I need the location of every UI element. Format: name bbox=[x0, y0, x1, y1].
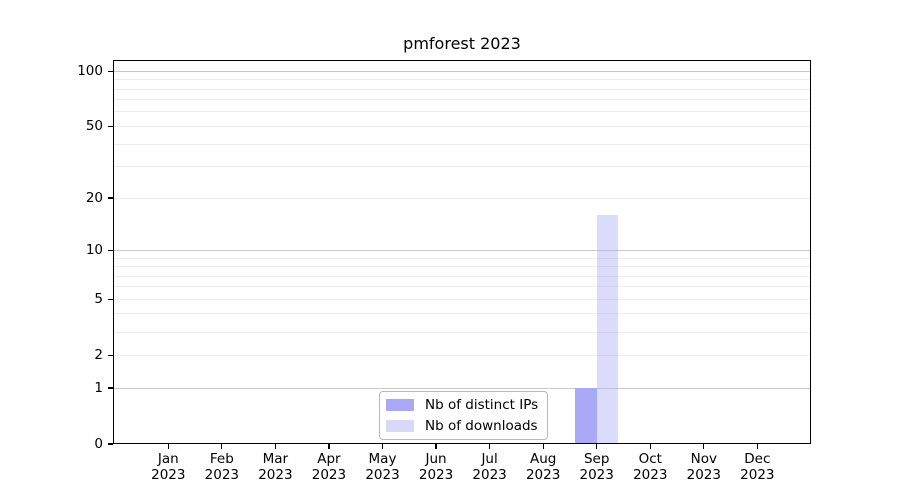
x-axis-tick-label: Jan 2023 bbox=[151, 451, 186, 483]
x-axis-tick-label: May 2023 bbox=[365, 451, 400, 483]
y-axis-tick-label: 100 bbox=[77, 63, 103, 80]
minor-gridline bbox=[113, 99, 811, 101]
minor-gridline bbox=[113, 331, 811, 333]
x-axis-tick-label: Apr 2023 bbox=[311, 451, 347, 483]
x-axis-tick bbox=[703, 444, 705, 449]
minor-gridline bbox=[113, 88, 811, 90]
x-axis-tick bbox=[381, 444, 384, 449]
legend-swatch-distinct-ips bbox=[386, 398, 414, 411]
minor-gridline bbox=[113, 257, 811, 259]
legend-entry: Nb of downloads bbox=[386, 417, 538, 434]
minor-gridline bbox=[113, 79, 811, 81]
y-axis-tick-label: 5 bbox=[94, 291, 103, 308]
y-axis-tick-label: 20 bbox=[85, 190, 103, 207]
x-axis-tick-label: Feb 2023 bbox=[204, 451, 240, 483]
minor-gridline bbox=[113, 197, 811, 199]
chart-title: pmforest 2023 bbox=[403, 34, 521, 53]
major-gridline bbox=[113, 387, 811, 389]
y-axis-tick bbox=[108, 354, 113, 356]
x-axis-tick-label: Oct 2023 bbox=[633, 451, 668, 483]
bar-distinct-ips bbox=[575, 388, 597, 444]
legend-label: Nb of downloads bbox=[425, 417, 538, 434]
minor-gridline bbox=[113, 298, 811, 300]
minor-gridline bbox=[113, 111, 811, 113]
minor-gridline bbox=[113, 125, 811, 127]
major-gridline bbox=[113, 249, 811, 251]
minor-gridline bbox=[113, 313, 811, 315]
y-axis-tick-label: 50 bbox=[85, 118, 103, 135]
x-axis-tick-label: Jul 2023 bbox=[472, 451, 507, 483]
bar-downloads bbox=[596, 215, 619, 444]
y-axis-tick bbox=[108, 197, 113, 199]
legend: Nb of distinct IPs Nb of downloads bbox=[379, 391, 549, 440]
y-axis-tick bbox=[108, 70, 113, 72]
y-axis-tick bbox=[108, 298, 113, 300]
x-axis-tick bbox=[435, 444, 437, 449]
y-axis-tick bbox=[108, 443, 113, 445]
y-axis-tick-label: 0 bbox=[94, 436, 103, 452]
plot-frame bbox=[113, 60, 811, 444]
x-axis-tick bbox=[542, 444, 544, 449]
legend-label: Nb of distinct IPs bbox=[425, 396, 539, 413]
x-axis-tick bbox=[221, 444, 223, 449]
x-axis-tick-label: Sep 2023 bbox=[579, 451, 614, 483]
minor-gridline bbox=[113, 286, 811, 288]
minor-gridline bbox=[113, 143, 811, 145]
x-axis-tick bbox=[596, 444, 598, 449]
x-axis-tick-label: Mar 2023 bbox=[258, 451, 293, 483]
major-gridline bbox=[113, 70, 811, 72]
legend-entry: Nb of distinct IPs bbox=[386, 396, 538, 413]
y-axis-tick bbox=[108, 387, 113, 389]
x-axis-tick bbox=[756, 444, 758, 449]
y-axis-tick-label: 1 bbox=[94, 380, 103, 396]
x-axis-tick bbox=[328, 444, 330, 449]
y-axis-tick bbox=[108, 125, 113, 128]
x-axis-tick bbox=[167, 444, 169, 449]
x-axis-tick-label: Aug 2023 bbox=[525, 451, 561, 483]
minor-gridline bbox=[113, 266, 811, 267]
minor-gridline bbox=[113, 166, 811, 168]
x-axis-tick bbox=[649, 444, 651, 449]
x-axis-tick bbox=[488, 444, 491, 449]
x-axis-tick-label: Nov 2023 bbox=[686, 451, 721, 483]
y-axis-tick-label: 2 bbox=[94, 347, 103, 364]
x-axis-tick-label: Dec 2023 bbox=[740, 451, 775, 483]
x-axis-tick bbox=[274, 444, 277, 449]
x-axis-tick-label: Jun 2023 bbox=[418, 451, 454, 483]
minor-gridline bbox=[113, 275, 811, 277]
minor-gridline bbox=[113, 354, 811, 356]
y-axis-tick bbox=[108, 249, 113, 251]
y-axis-tick-label: 10 bbox=[85, 242, 103, 259]
legend-swatch-downloads bbox=[386, 419, 414, 432]
